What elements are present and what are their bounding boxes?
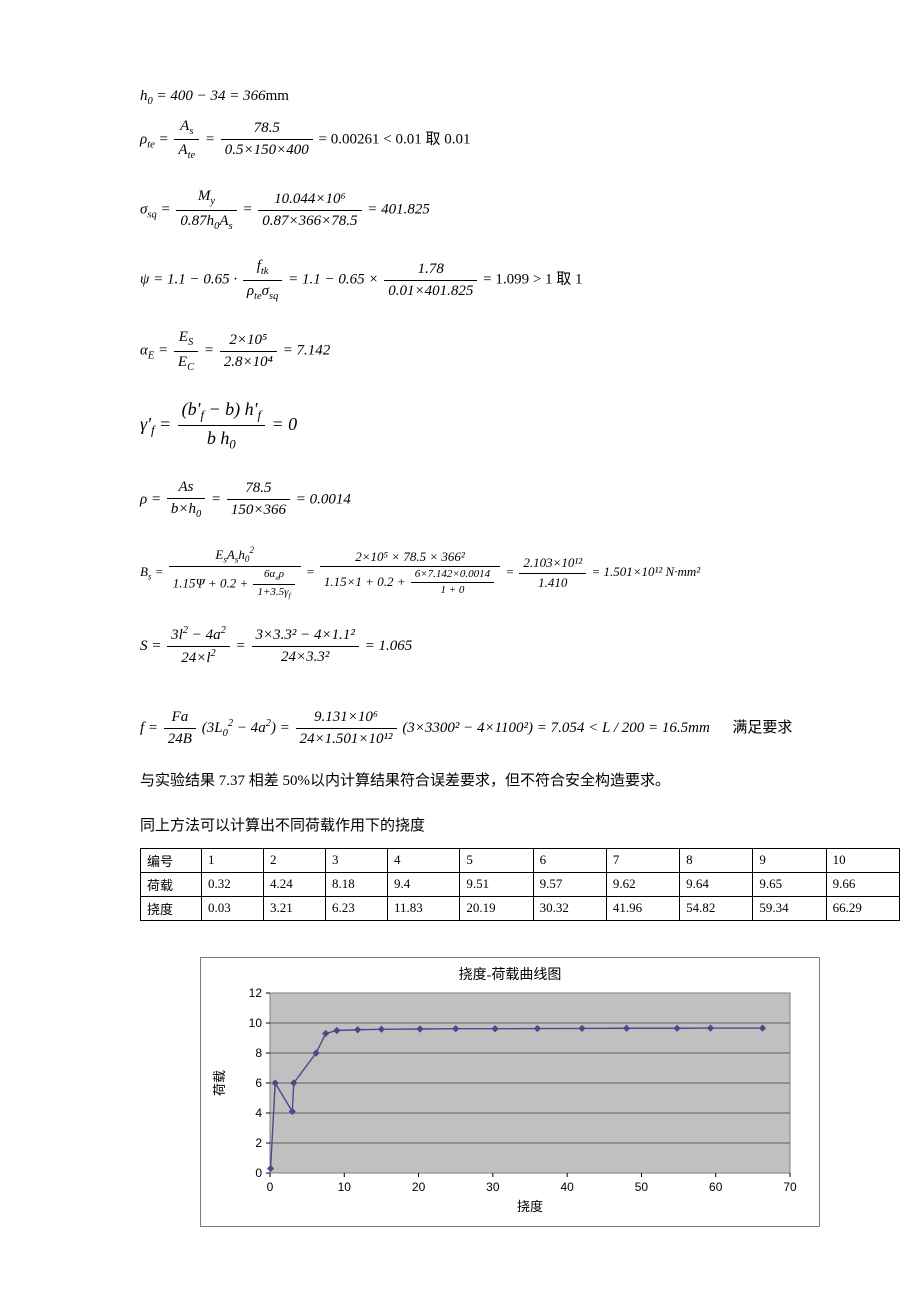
svg-text:8: 8 — [255, 1046, 262, 1060]
eq-h0: h0 = 400 − 34 = 366mm — [140, 86, 890, 110]
paragraph-2: 同上方法可以计算出不同荷载作用下的挠度 — [140, 813, 890, 840]
table-row: 编号 12345678910 — [141, 848, 900, 872]
eq-alpha-e: αE = ESEC = 2×10⁵2.8×10⁴ = 7.142 — [140, 327, 890, 375]
svg-text:50: 50 — [635, 1180, 649, 1194]
eq-rho: ρ = Asb×h0 = 78.5150×366 = 0.0014 — [140, 477, 890, 523]
svg-text:70: 70 — [783, 1180, 797, 1194]
svg-text:60: 60 — [709, 1180, 723, 1194]
svg-text:4: 4 — [255, 1106, 262, 1120]
eq-rho-te: ρte = AsAte = 78.50.5×150×400 = 0.00261 … — [140, 116, 890, 164]
svg-text:挠度: 挠度 — [517, 1199, 543, 1214]
deflection-load-chart: 挠度-荷载曲线图 0 2 4 6 8 10 12 0 10 20 30 40 50 60 70 荷载挠度 — [200, 957, 890, 1227]
table-row: 挠度 0.033.216.2311.8320.1930.3241.9654.82… — [141, 896, 900, 920]
svg-text:荷载: 荷载 — [212, 1070, 227, 1096]
eq-f: f = Fa24B (3L02 − 4a2) = 9.131×10⁶24×1.5… — [140, 707, 890, 750]
svg-text:10: 10 — [338, 1180, 352, 1194]
svg-text:2: 2 — [255, 1136, 262, 1150]
svg-text:10: 10 — [249, 1016, 263, 1030]
svg-text:30: 30 — [486, 1180, 500, 1194]
svg-text:20: 20 — [412, 1180, 426, 1194]
svg-text:挠度-荷载曲线图: 挠度-荷载曲线图 — [459, 967, 562, 983]
eq-Bs: Bs = EsAsh02 1.15Ψ + 0.2 + 6αeρ1+3.5γf =… — [140, 544, 890, 602]
svg-text:6: 6 — [255, 1076, 262, 1090]
svg-text:40: 40 — [560, 1180, 574, 1194]
eq-sigma-sq: σsq = My0.87h0As = 10.044×10⁶0.87×366×78… — [140, 186, 890, 234]
eq-S: S = 3l2 − 4a224×l2 = 3×3.3² − 4×1.1²24×3… — [140, 624, 890, 669]
svg-text:0: 0 — [255, 1166, 262, 1180]
eq-gamma-f: γ'f = (b'f − b) h'f b h0 = 0 — [140, 397, 890, 454]
eq-psi: ψ = 1.1 − 0.65 · ftkρteσsq = 1.1 − 0.65 … — [140, 256, 890, 304]
svg-text:12: 12 — [249, 986, 263, 1000]
deflection-table: 编号 12345678910 荷载 0.324.248.189.49.519.5… — [140, 848, 900, 921]
table-row: 荷载 0.324.248.189.49.519.579.629.649.659.… — [141, 872, 900, 896]
paragraph-1: 与实验结果 7.37 相差 50%以内计算结果符合误差要求，但不符合安全构造要求… — [140, 768, 890, 795]
svg-text:0: 0 — [267, 1180, 274, 1194]
